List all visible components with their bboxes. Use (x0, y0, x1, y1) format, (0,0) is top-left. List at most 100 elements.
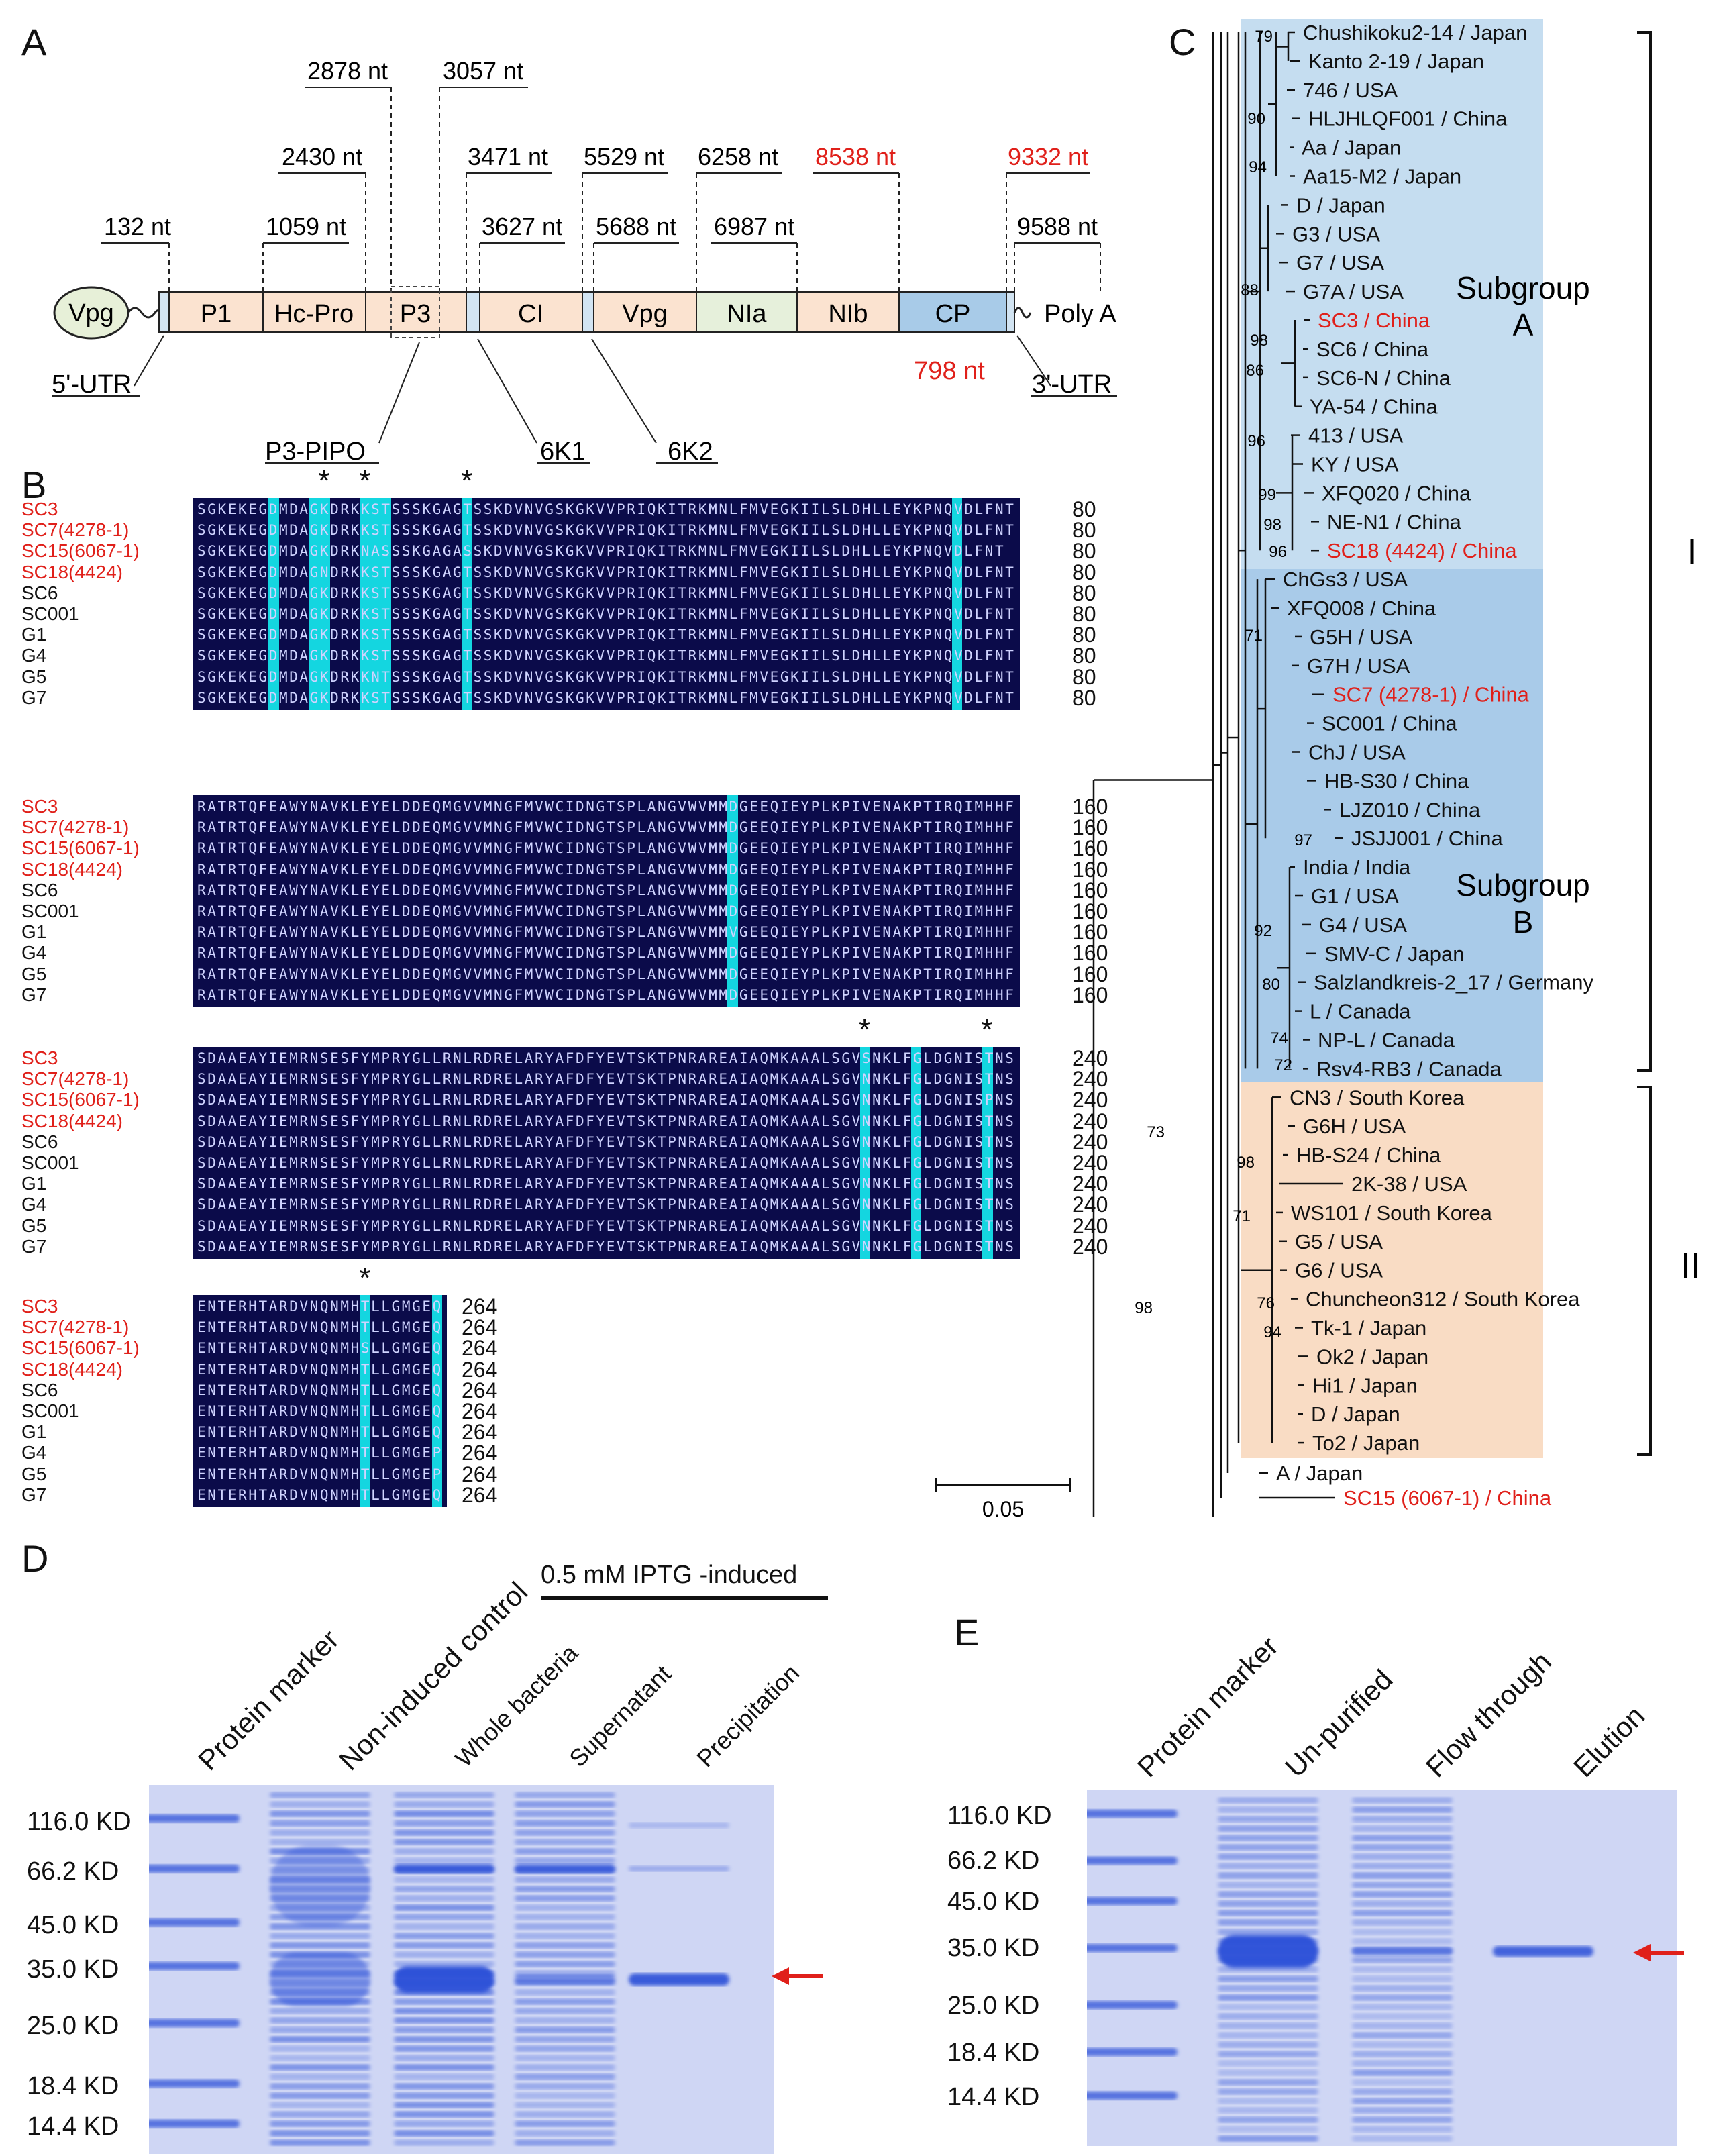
gel-band (1352, 1976, 1453, 1982)
gel-band (394, 1802, 494, 1808)
gel-band (1218, 1995, 1318, 2001)
gel-band (394, 1849, 494, 1855)
alignment-label: G7 (21, 985, 46, 1005)
gel-d-arrow (770, 1963, 824, 1990)
alignment-label: SC7(4278-1) (21, 817, 129, 837)
gel-band (394, 1999, 494, 2005)
tree-taxon-label: G4 / USA (1319, 913, 1407, 937)
alignment-label: SC15(6067-1) (21, 541, 140, 561)
bootstrap-value: 74 (1270, 1029, 1288, 1047)
gel-band (515, 2121, 615, 2127)
gel-band (1218, 1845, 1318, 1851)
gel-band (515, 1886, 615, 1892)
tree-taxon-label: SC18 (4424) / China (1327, 539, 1517, 562)
gel-band (515, 1896, 615, 1902)
tree-taxon-label: G5 / USA (1295, 1230, 1383, 1253)
gel-band (1218, 2136, 1318, 2142)
gel-band (394, 1943, 494, 1949)
gel-band (1087, 2048, 1178, 2056)
alignment-label: G1 (21, 1422, 46, 1442)
bootstrap-value: 76 (1257, 1294, 1275, 1313)
gel-band (1352, 2061, 1453, 2067)
gel-band (1352, 1995, 1453, 2001)
alignment-sequence: ENTERHTARDVNQNMHTLLGMGEP (193, 1464, 443, 1484)
alignment-sequence: ENTERHTARDVNQNMHTLLGMGEQ (193, 1359, 443, 1380)
segment-label-nib: NIb (828, 300, 868, 328)
gel-band (394, 1864, 494, 1873)
pos-3627: 3627 nt (482, 213, 562, 240)
gel-band (515, 1830, 615, 1836)
gel-band (515, 2027, 615, 2033)
alignment-position: 264 (462, 1317, 497, 1337)
gel-band (270, 2093, 370, 2099)
gel-band (1218, 2042, 1318, 2048)
alignment-label: G5 (21, 667, 46, 687)
bootstrap-value: 71 (1233, 1207, 1251, 1225)
tree-taxon-label: Aa / Japan (1302, 136, 1401, 160)
tree-taxon-label: LJZ010 / China (1339, 798, 1481, 821)
gel-band (394, 1839, 494, 1845)
gel-band (1218, 2023, 1318, 2029)
tree-taxon-label: HLJHLQF001 / China (1308, 107, 1508, 131)
gel-band (515, 1802, 615, 1808)
alignment-sequence: ENTERHTARDVNQNMHTLLGMGEQ (193, 1401, 443, 1421)
gel-d-marker: 18.4 KD (27, 2072, 119, 2101)
alignment-label: SC001 (21, 1153, 79, 1173)
gel-band (1218, 1854, 1318, 1860)
gel-band (1352, 2080, 1453, 2086)
gel-band (515, 1858, 615, 1864)
gel-band (394, 1952, 494, 1958)
scale-label: 0.05 (982, 1497, 1024, 1517)
bootstrap-value: 98 (1237, 1153, 1255, 1172)
gel-band (270, 1820, 370, 1827)
gel-band (394, 2084, 494, 2090)
segment-label-nia: NIa (727, 300, 767, 328)
gel-band (270, 1933, 370, 1939)
gel-band (1218, 1873, 1318, 1879)
alignment-label: SC7(4278-1) (21, 1317, 129, 1337)
alignment-label: SC6 (21, 1380, 58, 1400)
gel-e-lane-label: Elution (1567, 1700, 1651, 1784)
bootstrap-value: 98 (1250, 331, 1268, 350)
bootstrap-value: 94 (1249, 158, 1267, 176)
gel-band (270, 1839, 370, 1845)
pos-6258: 6258 nt (698, 143, 778, 170)
gel-band (1218, 1816, 1318, 1823)
tree-taxon-label: SC3 / China (1318, 309, 1430, 332)
pos-132: 132 nt (104, 213, 171, 240)
alignment-label: SC18(4424) (21, 1359, 123, 1380)
tree-taxon-label: Hi1 / Japan (1312, 1374, 1418, 1397)
tree-taxon-label: To2 / Japan (1312, 1431, 1420, 1455)
gel-band (270, 1943, 370, 1949)
tree-taxon-label: SC7 (4278-1) / China (1332, 683, 1530, 707)
bootstrap-value: 94 (1263, 1323, 1281, 1341)
tree-taxon-label: XFQ008 / China (1287, 597, 1436, 620)
tree-taxon-label: G6H / USA (1303, 1115, 1406, 1138)
gel-band (394, 2046, 494, 2052)
tree-taxon-label: SC6 / China (1316, 338, 1429, 361)
gel-band (515, 1849, 615, 1855)
gel-band (149, 2019, 240, 2027)
gel-d-header-bar (541, 1596, 828, 1600)
tree-taxon-label: Aa15-M2 / Japan (1303, 165, 1461, 189)
bootstrap-value: 79 (1255, 28, 1273, 46)
gel-band (394, 2131, 494, 2137)
gel-band (270, 2027, 370, 2033)
gel-band (515, 1990, 615, 1996)
gel-band (394, 1896, 494, 1902)
gel-d-marker: 116.0 KD (27, 1808, 132, 1837)
gel-band (515, 2084, 615, 2090)
gel-band (1352, 1816, 1453, 1823)
tree-taxon-label: L / Canada (1310, 1000, 1411, 1023)
gel-band (515, 1905, 615, 1911)
gel-band (1087, 2001, 1178, 2009)
gel-band (515, 1924, 615, 1930)
tree-taxon-label: Chushikoku2-14 / Japan (1303, 21, 1527, 44)
gel-band (1218, 2051, 1318, 2057)
gel-band (1218, 2004, 1318, 2010)
gel-band (1218, 1910, 1318, 1916)
alignment-sequence: ENTERHTARDVNQNMHTLLGMGEQ (193, 1317, 443, 1337)
gel-band (1352, 1892, 1453, 1898)
tree-taxon-label: HB-S24 / China (1296, 1143, 1441, 1167)
tree-taxon-label: G7H / USA (1307, 654, 1410, 678)
